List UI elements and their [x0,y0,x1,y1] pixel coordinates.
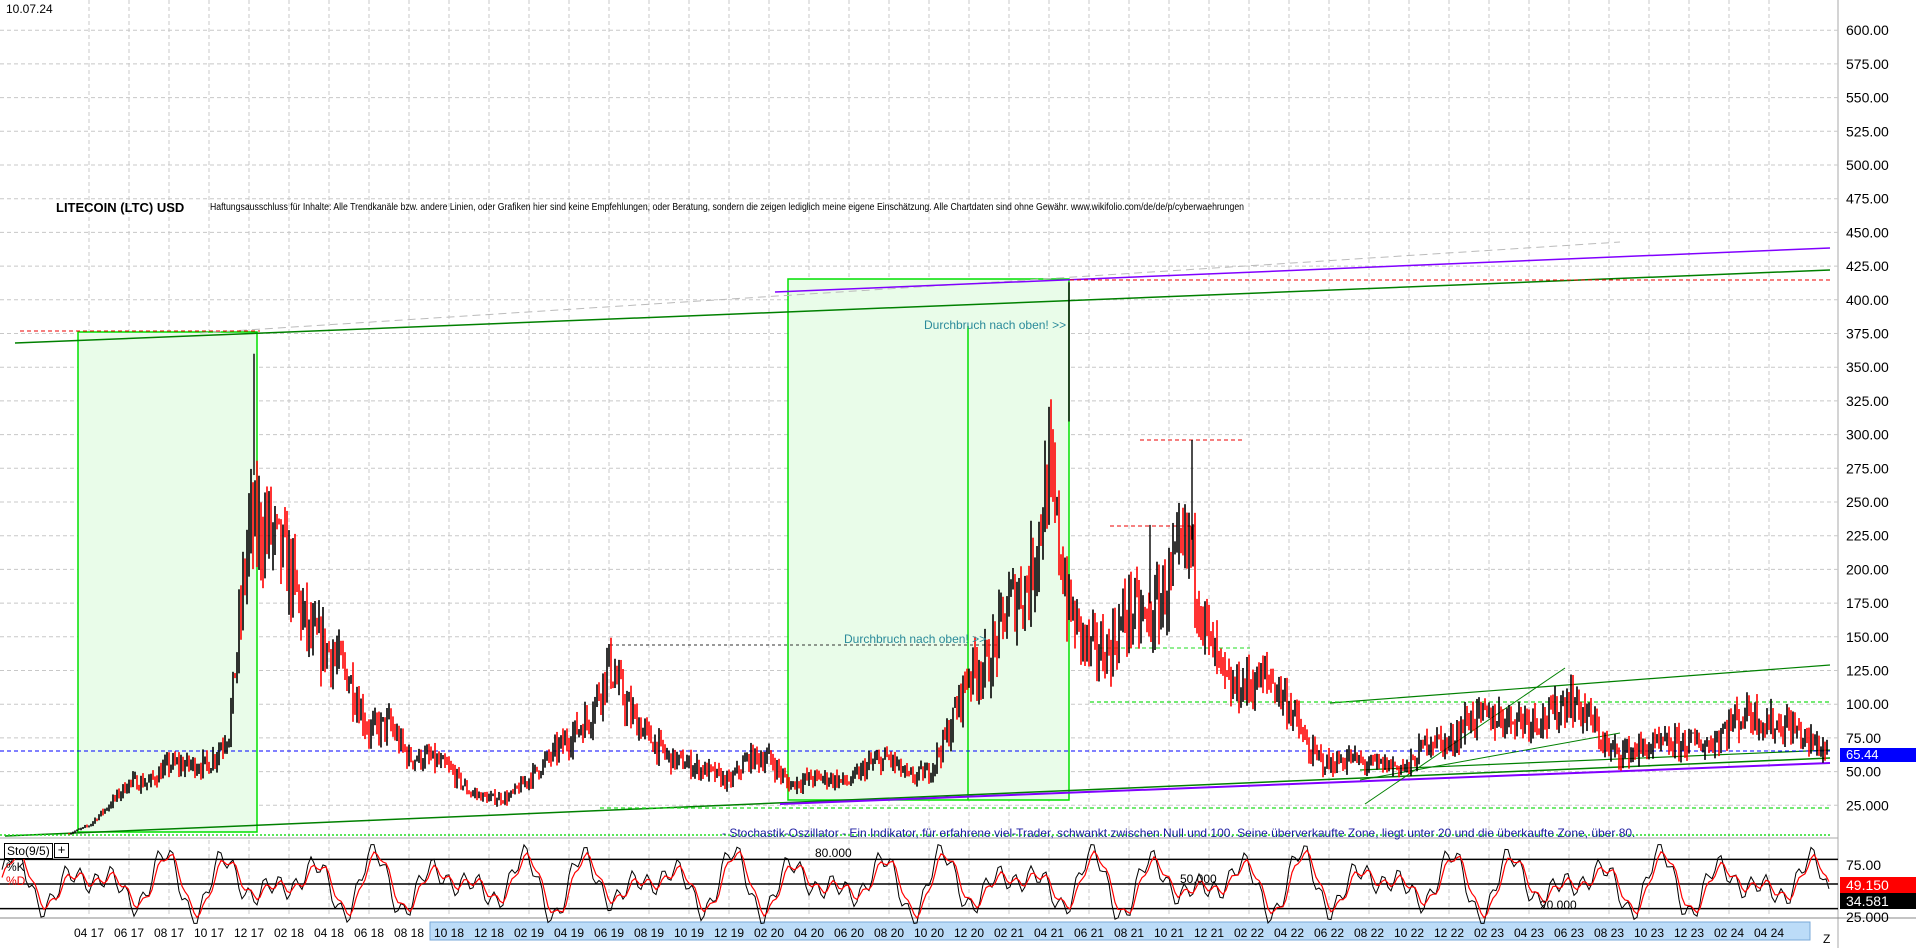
x-tick-label: 10 23 [1634,926,1664,940]
sto-tick-75: 75.00 [1846,857,1882,873]
x-tick-label: 04 21 [1034,926,1064,940]
y-tick-label: 425.00 [1846,258,1889,274]
y-tick-label: 475.00 [1846,191,1889,207]
x-tick-label: 12 22 [1434,926,1464,940]
trendline-mid [1359,732,1621,781]
chart-date: 10.07.24 [6,2,53,16]
x-tick-label: 02 21 [994,926,1024,940]
x-tick-label: 08 20 [874,926,904,940]
y-tick-label: 175.00 [1846,595,1889,611]
y-tick-label: 525.00 [1846,123,1889,139]
x-tick-label: 04 23 [1514,926,1544,940]
x-tick-label: 04 17 [74,926,104,940]
level-80: 80.000 [815,846,852,860]
stochastic-note: - Stochastik-Oszillator - Ein Indikator,… [722,826,1636,840]
y-tick-label: 100.00 [1846,696,1889,712]
x-tick-label: 04 20 [794,926,824,940]
x-tick-label: 10 22 [1394,926,1424,940]
trendline-support [1359,749,1831,771]
y-tick-label: 225.00 [1846,528,1889,544]
x-tick-label: 04 19 [554,926,584,940]
indicator-add-icon[interactable]: + [54,843,69,858]
x-tick-label: 08 18 [394,926,424,940]
x-tick-label: 02 22 [1234,926,1264,940]
x-tick-label: 06 19 [594,926,624,940]
x-tick-label: 12 21 [1194,926,1224,940]
x-tick-label: 02 24 [1714,926,1744,940]
y-tick-label: 75.00 [1846,730,1881,746]
indicator-name[interactable]: Sto(9/5) [4,843,53,859]
x-tick-label: 08 21 [1114,926,1144,940]
x-tick-label: 12 20 [954,926,984,940]
y-tick-label: 450.00 [1846,224,1889,240]
breakout-label-1: Durchbruch nach oben! >> [924,318,1067,332]
x-tick-label: 10 20 [914,926,944,940]
x-tick-label: 12 19 [714,926,744,940]
x-tick-label: 02 23 [1474,926,1504,940]
y-tick-label: 600.00 [1846,22,1889,38]
channel-lower [779,762,1831,805]
x-tick-label: 12 18 [474,926,504,940]
trendline-upper [14,269,1831,344]
breakout-label-2: Durchbruch nach oben! >> [844,632,987,646]
disclaimer-text: Haftungsausschluss für Inhalte: Alle Tre… [210,202,1245,213]
x-tick-label: 04 24 [1754,926,1784,940]
x-tick-label: 08 22 [1354,926,1384,940]
x-tick-label: 02 20 [754,926,784,940]
y-tick-label: 350.00 [1846,359,1889,375]
y-tick-label: 550.00 [1846,90,1889,106]
x-tick-label: 06 21 [1074,926,1104,940]
level-50: 50.000 [1180,872,1217,886]
stoch-k-line [1,843,1830,924]
y-tick-label: 575.00 [1846,56,1889,72]
y-tick-label: 275.00 [1846,460,1889,476]
k-label: %K [6,860,25,874]
trendline-gray [199,241,1621,334]
trendline-lower [4,757,1831,837]
zoom-button[interactable]: Z [1823,932,1831,946]
x-tick-label: 06 20 [834,926,864,940]
x-tick-label: 12 17 [234,926,264,940]
y-tick-label: 125.00 [1846,663,1889,679]
y-tick-label: 50.00 [1846,764,1881,780]
stoch-d-line [1,849,1830,920]
sto-tick-25: 25.000 [1846,909,1889,925]
x-tick-label: 06 23 [1554,926,1584,940]
x-scrollbar [429,921,1811,941]
highlight-box-2 [787,278,1070,801]
x-tick-label: 08 19 [634,926,664,940]
d-label: %D [6,874,26,888]
y-tick-label: 400.00 [1846,292,1889,308]
y-tick-label: 25.000 [1846,797,1889,813]
channel-upper [774,247,1831,293]
x-tick-label: 04 22 [1274,926,1304,940]
k-value-tag: 49.150 [1840,877,1916,893]
d-value-tag: 34.581 [1840,893,1916,909]
current-price-tag: 65.44 [1840,748,1916,762]
x-tick-label: 10 21 [1154,926,1184,940]
x-tick-label: 06 18 [354,926,384,940]
x-tick-label: 08 17 [154,926,184,940]
x-tick-label: 10 18 [434,926,464,940]
trendline-resistance [1329,664,1831,704]
level-20: 20.000 [1540,898,1577,912]
y-tick-label: 200.00 [1846,561,1889,577]
x-tick-label: 10 17 [194,926,224,940]
x-tick-label: 02 19 [514,926,544,940]
x-tick-label: 02 18 [274,926,304,940]
x-tick-label: 04 18 [314,926,344,940]
y-tick-label: 250.00 [1846,494,1889,510]
chart-title: LITECOIN (LTC) USD [56,200,185,215]
y-tick-label: 375.00 [1846,326,1889,342]
x-tick-label: 10 19 [674,926,704,940]
y-tick-label: 500.00 [1846,157,1889,173]
x-tick-label: 12 23 [1674,926,1704,940]
y-tick-label: 300.00 [1846,427,1889,443]
x-tick-label: 06 17 [114,926,144,940]
y-tick-label: 325.00 [1846,393,1889,409]
y-tick-label: 150.00 [1846,629,1889,645]
x-tick-label: 06 22 [1314,926,1344,940]
x-tick-label: 08 23 [1594,926,1624,940]
